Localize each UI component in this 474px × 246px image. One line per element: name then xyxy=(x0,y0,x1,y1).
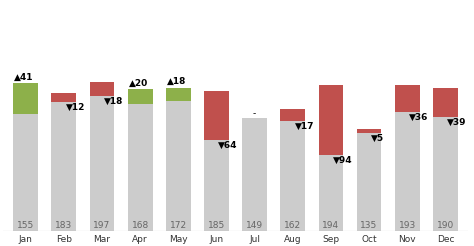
Text: 155: 155 xyxy=(17,221,34,230)
Text: ▲41: ▲41 xyxy=(14,73,34,82)
Text: ▼39: ▼39 xyxy=(447,118,467,127)
Bar xyxy=(395,85,419,112)
Bar xyxy=(166,88,191,101)
Text: 172: 172 xyxy=(170,221,187,230)
Bar xyxy=(204,91,229,231)
Bar xyxy=(395,85,419,231)
Bar xyxy=(433,88,458,117)
Text: 183: 183 xyxy=(55,221,73,230)
Text: 168: 168 xyxy=(131,221,149,230)
Text: ▼17: ▼17 xyxy=(295,122,314,131)
Text: 194: 194 xyxy=(322,221,339,230)
Bar xyxy=(13,83,38,114)
Text: 190: 190 xyxy=(437,221,454,230)
Text: 193: 193 xyxy=(399,221,416,230)
Text: ▲20: ▲20 xyxy=(129,79,148,88)
Text: ▼18: ▼18 xyxy=(104,97,123,106)
Bar xyxy=(356,129,382,133)
Text: Mar: Mar xyxy=(93,235,110,244)
Bar xyxy=(51,93,76,102)
Text: Sep: Sep xyxy=(322,235,339,244)
Text: ▼64: ▼64 xyxy=(219,140,238,149)
Text: ▼94: ▼94 xyxy=(333,156,353,165)
Bar xyxy=(204,91,229,139)
Text: Nov: Nov xyxy=(399,235,416,244)
Bar xyxy=(90,82,114,96)
Bar xyxy=(51,93,76,231)
Text: 185: 185 xyxy=(208,221,225,230)
Text: Apr: Apr xyxy=(132,235,148,244)
Text: -: - xyxy=(253,109,256,118)
Text: May: May xyxy=(169,235,188,244)
Text: ▼12: ▼12 xyxy=(66,103,85,112)
Bar xyxy=(128,104,153,231)
Bar xyxy=(280,109,305,231)
Bar xyxy=(433,88,458,231)
Text: Jan: Jan xyxy=(19,235,33,244)
Bar xyxy=(13,114,38,231)
Bar xyxy=(166,101,191,231)
Bar xyxy=(242,119,267,231)
Text: Oct: Oct xyxy=(361,235,377,244)
Text: ▼5: ▼5 xyxy=(371,134,384,143)
Bar xyxy=(90,82,114,231)
Bar xyxy=(319,85,343,155)
Text: 135: 135 xyxy=(360,221,378,230)
Text: Feb: Feb xyxy=(56,235,72,244)
Bar xyxy=(128,89,153,104)
Text: Aug: Aug xyxy=(284,235,301,244)
Text: ▼36: ▼36 xyxy=(409,113,428,122)
Text: Jun: Jun xyxy=(210,235,224,244)
Bar xyxy=(356,129,382,231)
Bar xyxy=(319,85,343,231)
Bar xyxy=(280,109,305,122)
Text: Jul: Jul xyxy=(249,235,260,244)
Text: Dec: Dec xyxy=(437,235,454,244)
Text: ▲18: ▲18 xyxy=(167,77,186,86)
Text: 197: 197 xyxy=(93,221,110,230)
Text: 149: 149 xyxy=(246,221,263,230)
Text: 162: 162 xyxy=(284,221,301,230)
